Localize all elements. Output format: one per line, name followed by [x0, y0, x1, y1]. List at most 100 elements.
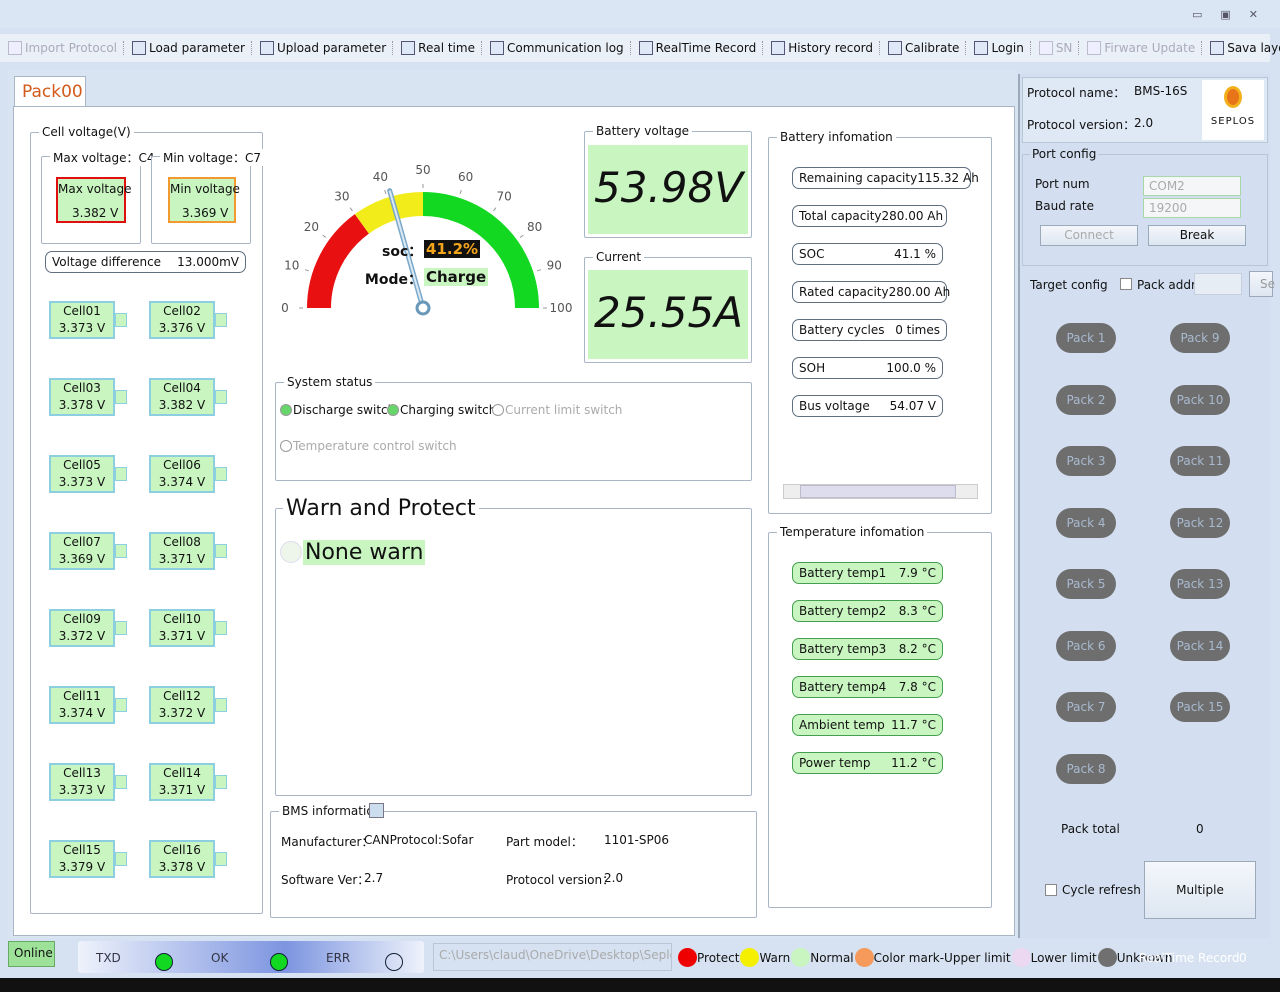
- gauge-tick-label: 10: [284, 258, 299, 272]
- cell-tab: [215, 698, 227, 712]
- label: SOH: [799, 361, 826, 375]
- warn-status: None warn: [303, 540, 426, 565]
- toolbar-label: RealTime Record: [655, 41, 757, 55]
- min-voltage-value: 3.369 V: [182, 206, 229, 220]
- cell: Cell05 3.373 V: [49, 455, 115, 493]
- toolbar-button[interactable]: Calibrate: [888, 41, 967, 55]
- value: 8.3 °C: [898, 604, 936, 618]
- toolbar-icon: [888, 41, 903, 55]
- scroll-thumb[interactable]: [800, 485, 956, 498]
- pack-button[interactable]: Pack 2: [1056, 384, 1116, 415]
- toolbar-button[interactable]: Load parameter: [132, 41, 252, 55]
- toolbar-button[interactable]: Sava layout: [1210, 41, 1280, 55]
- cell-value: 3.373 V: [58, 475, 106, 489]
- toolbar-button[interactable]: Import Protocol: [8, 41, 124, 55]
- temperature-item: Battery temp2 8.3 °C: [792, 600, 943, 622]
- toolbar-button[interactable]: RealTime Record: [638, 41, 764, 55]
- connect-button[interactable]: Connect: [1040, 225, 1138, 246]
- toolbar-label: SN: [1055, 41, 1073, 55]
- protocol-name: BMS-16S: [1134, 84, 1188, 98]
- toolbar-label: Firware Update: [1104, 41, 1196, 55]
- cell-value: 3.374 V: [158, 475, 206, 489]
- cell: Cell07 3.369 V: [49, 532, 115, 570]
- multiple-button[interactable]: Multiple: [1144, 861, 1256, 919]
- pack-button[interactable]: Pack 5: [1056, 569, 1116, 599]
- break-button[interactable]: Break: [1148, 225, 1246, 246]
- cycle-refresh-check[interactable]: [1045, 884, 1057, 896]
- bms-info-group: BMS information: [270, 804, 757, 918]
- toolbar-button[interactable]: Real time: [401, 41, 482, 55]
- pack-button[interactable]: Pack 11: [1170, 446, 1230, 476]
- cell-tab: [115, 313, 127, 327]
- gauge-tick-label: 90: [547, 258, 562, 272]
- cell-value: 3.378 V: [58, 398, 106, 412]
- gauge-needle-core: [388, 190, 424, 309]
- gauge-tick: [349, 207, 353, 212]
- cell-name: Cell08: [163, 535, 201, 549]
- refresh-icon[interactable]: [369, 803, 384, 818]
- pack-button[interactable]: Pack 9: [1170, 323, 1230, 353]
- pack-button[interactable]: Pack 13: [1170, 569, 1230, 599]
- cell-tab: [215, 852, 227, 866]
- system-status-group-title: System status: [284, 375, 376, 389]
- battery-info-item: Bus voltage 54.07 V: [792, 395, 943, 417]
- switch-led: [280, 440, 292, 452]
- toolbar-button[interactable]: SN: [1038, 41, 1080, 55]
- pack-button[interactable]: Pack 7: [1056, 692, 1116, 722]
- battery-voltage-group-title: Battery voltage: [593, 124, 693, 138]
- battery-voltage-value: 53.98V: [588, 145, 748, 234]
- cell-tab: [115, 390, 127, 404]
- cell: Cell16 3.378 V: [149, 840, 215, 878]
- gauge-tick-label: 100: [550, 301, 573, 315]
- pack-button[interactable]: Pack 12: [1170, 507, 1230, 538]
- pack-button[interactable]: Pack 14: [1170, 630, 1230, 661]
- pack-button[interactable]: Pack 1: [1056, 323, 1116, 353]
- toolbar-button[interactable]: History record: [771, 41, 881, 55]
- gauge-tick: [384, 189, 387, 195]
- part-model-label: Part model：: [506, 835, 583, 849]
- legend-swatch: [854, 948, 874, 967]
- toolbar-label: History record: [788, 41, 874, 55]
- set-button[interactable]: Se: [1249, 271, 1275, 297]
- cell-value: 3.376 V: [158, 321, 206, 335]
- led: [385, 953, 403, 971]
- pack-addr-check[interactable]: [1120, 278, 1132, 290]
- toolbar-button[interactable]: Firware Update: [1087, 41, 1203, 55]
- toolbar-label: Real time: [418, 41, 475, 55]
- port-select[interactable]: COM2: [1143, 176, 1241, 196]
- tab[interactable]: Pack00: [14, 76, 86, 107]
- cell-name: Cell14: [163, 766, 201, 780]
- pack-button[interactable]: Pack 8: [1056, 753, 1116, 784]
- part-model: 1101-SP06: [604, 833, 669, 847]
- gauge-hub: [415, 300, 431, 316]
- switch: Temperature control switch: [280, 439, 457, 453]
- toolbar-icon: [8, 41, 22, 55]
- cell-tab: [115, 775, 127, 789]
- gauge-zone: [307, 214, 370, 309]
- pack-button[interactable]: Pack 15: [1170, 692, 1230, 722]
- cell-tab: [115, 467, 127, 481]
- cell-name: Cell06: [163, 458, 201, 472]
- temperature-item: Battery temp3 8.2 °C: [792, 638, 943, 660]
- cell-name: Cell13: [63, 766, 101, 780]
- cell-value: 3.372 V: [58, 629, 106, 643]
- window-controls[interactable]: ▭▣✕: [1192, 8, 1277, 21]
- protocol-version-label: Protocol version：: [506, 873, 615, 887]
- pack-button[interactable]: Pack 3: [1056, 446, 1116, 476]
- value: 0 times: [895, 323, 940, 337]
- toolbar-button[interactable]: Communication log: [489, 41, 631, 55]
- pack-addr-input[interactable]: [1194, 273, 1242, 295]
- toolbar-button[interactable]: Upload parameter: [259, 41, 394, 55]
- led: [155, 953, 173, 971]
- pack-button[interactable]: Pack 10: [1170, 384, 1230, 415]
- pack-button[interactable]: Pack 4: [1056, 507, 1116, 538]
- toolbar-button[interactable]: Login: [974, 41, 1031, 55]
- toolbar-icon: [1087, 41, 1102, 55]
- toolbar-icon: [1210, 41, 1225, 55]
- voltage-difference: Voltage difference 13.000mV: [45, 251, 246, 273]
- pack-button[interactable]: Pack 6: [1056, 630, 1116, 661]
- title-bar: ▭▣✕: [0, 0, 1280, 28]
- cell-name: Cell09: [63, 612, 101, 626]
- baud-select[interactable]: 19200: [1143, 198, 1241, 218]
- toolbar-label: Load parameter: [149, 41, 245, 55]
